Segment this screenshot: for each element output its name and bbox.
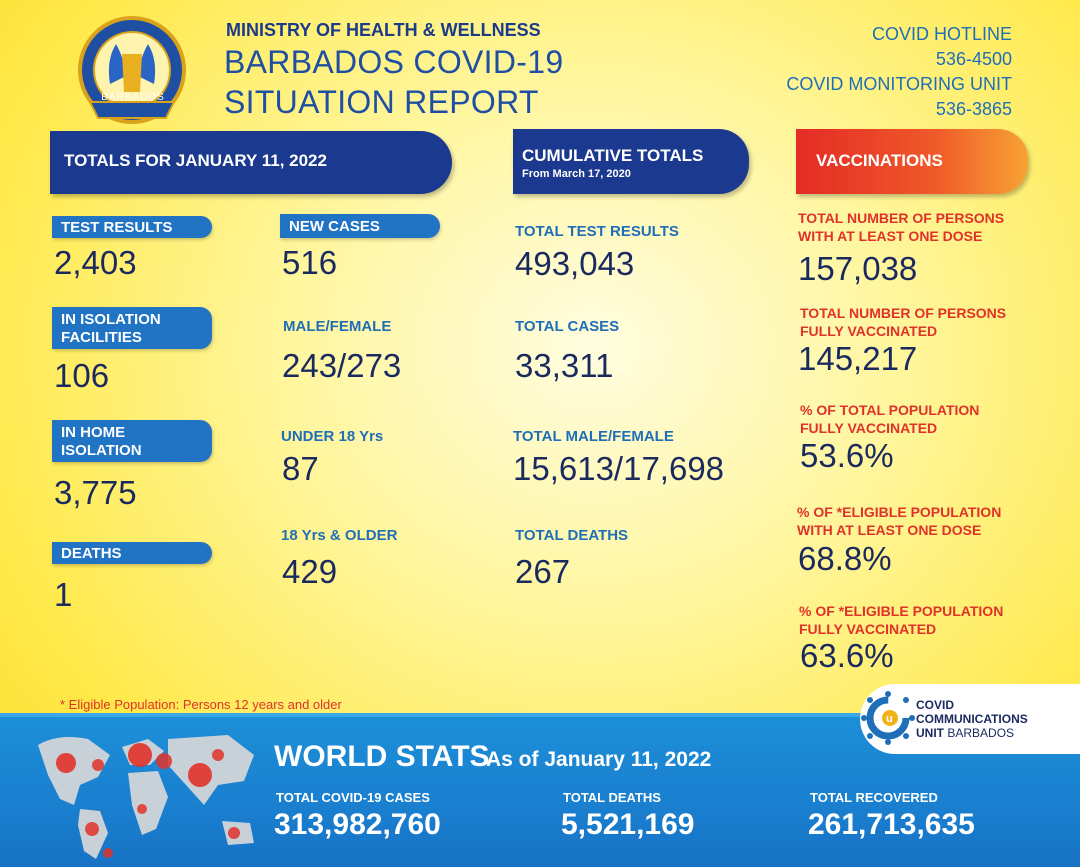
isolation-facilities-value: 106: [54, 357, 110, 394]
world-recovered-value: 261,713,635: [808, 808, 975, 841]
cum-cases-value: 33,311: [515, 347, 614, 384]
world-stats-date: As of January 11, 2022: [486, 748, 712, 771]
hotline-block: COVID HOTLINE 536-4500 COVID MONITORING …: [786, 22, 1012, 122]
monitoring-number: 536-3865: [935, 99, 1012, 119]
cum-male-female-label: TOTAL MALE/FEMALE: [513, 428, 674, 445]
vac-pct-elig-full-label-1: % OF *ELIGIBLE POPULATION: [799, 603, 1004, 619]
vac-one-dose-label-2: WITH AT LEAST ONE DOSE: [798, 228, 983, 244]
cum-deaths-value: 267: [515, 553, 571, 590]
deaths-pill: DEATHS: [52, 542, 212, 564]
totals-banner: TOTALS FOR JANUARY 11, 2022: [50, 131, 452, 194]
vac-pct-total-label-2: FULLY VACCINATED: [800, 420, 938, 436]
under18-label: UNDER 18 Yrs: [281, 428, 384, 445]
world-stats-title: WORLD STATS: [274, 740, 490, 773]
isolation-facilities-pill: IN ISOLATION FACILITIES: [52, 307, 212, 349]
home-isolation-label-2: ISOLATION: [61, 442, 142, 459]
vac-pct-elig-full-label: % OF *ELIGIBLE POPULATION FULLY VACCINAT…: [799, 602, 1003, 638]
cum-male-female-value: 15,613/17,698: [513, 450, 725, 487]
cum-cases-label: TOTAL CASES: [515, 318, 620, 335]
hotline-number: 536-4500: [935, 49, 1012, 69]
world-cases-value: 313,982,760: [274, 808, 441, 841]
vac-full-label: TOTAL NUMBER OF PERSONS FULLY VACCINATED: [800, 304, 1006, 340]
ministry-logo: [78, 16, 186, 124]
test-results-pill: TEST RESULTS: [52, 216, 212, 238]
new-cases-value: 516: [282, 244, 338, 281]
home-isolation-label-1: IN HOME: [61, 424, 126, 441]
male-female-value: 243/273: [282, 347, 402, 384]
ccu-line3-rest: BARBADOS: [947, 726, 1015, 740]
vac-pct-elig-one-label: % OF *ELIGIBLE POPULATION WITH AT LEAST …: [797, 503, 1001, 539]
world-cases-label: TOTAL COVID-19 CASES: [276, 790, 430, 805]
world-deaths-value: 5,521,169: [561, 808, 695, 841]
monitoring-label: COVID MONITORING UNIT: [786, 74, 1012, 94]
vac-pct-elig-one-label-2: WITH AT LEAST ONE DOSE: [797, 522, 982, 538]
eligible-population-footnote: * Eligible Population: Persons 12 years …: [60, 697, 342, 712]
vac-pct-elig-one-label-1: % OF *ELIGIBLE POPULATION: [797, 504, 1002, 520]
cum-deaths-label: TOTAL DEATHS: [515, 527, 629, 544]
vac-pct-total-value: 53.6%: [800, 437, 894, 474]
vac-pct-elig-full-value: 63.6%: [800, 637, 894, 674]
virus-c-icon: u: [861, 691, 915, 745]
vac-full-label-1: TOTAL NUMBER OF PERSONS: [800, 305, 1007, 321]
cumulative-since: From March 17, 2020: [522, 168, 631, 180]
vaccinations-banner: VACCINATIONS: [796, 129, 1028, 194]
ccu-line3-bold: UNIT: [916, 726, 944, 740]
isolation-facilities-label-2: FACILITIES: [61, 329, 142, 346]
world-map-icon: [38, 735, 254, 859]
hotline-label: COVID HOTLINE: [871, 24, 1012, 44]
cum-tests-value: 493,043: [515, 245, 635, 282]
vac-pct-total-label-1: % OF TOTAL POPULATION: [800, 402, 980, 418]
vaccinations-banner-label: VACCINATIONS: [816, 151, 943, 170]
ministry-name: MINISTRY OF HEALTH & WELLNESS: [226, 20, 541, 40]
vac-full-label-2: FULLY VACCINATED: [800, 323, 938, 339]
world-band-edge: [0, 713, 1080, 719]
ccu-text: COVID COMMUNICATIONS UNIT BARBADOS: [916, 698, 1028, 740]
ccu-line1: COVID: [916, 698, 955, 712]
totals-banner-label: TOTALS FOR JANUARY 11, 2022: [64, 151, 327, 170]
new-cases-label: NEW CASES: [289, 218, 380, 235]
test-results-label: TEST RESULTS: [61, 219, 173, 236]
cum-tests-label: TOTAL TEST RESULTS: [515, 223, 679, 240]
report-title-line1: BARBADOS COVID-19: [224, 44, 564, 80]
under18-value: 87: [282, 450, 319, 487]
logo-label: BARBADOS: [101, 92, 165, 103]
cumulative-banner: CUMULATIVE TOTALS From March 17, 2020: [513, 129, 749, 194]
vac-one-dose-label-1: TOTAL NUMBER OF PERSONS: [798, 210, 1005, 226]
home-isolation-pill: IN HOME ISOLATION: [52, 420, 212, 462]
vac-pct-elig-full-label-2: FULLY VACCINATED: [799, 621, 937, 637]
male-female-label: MALE/FEMALE: [283, 318, 392, 335]
vac-pct-elig-one-value: 68.8%: [798, 540, 892, 577]
ccu-line3: UNIT BARBADOS: [916, 726, 1028, 740]
new-cases-pill: NEW CASES: [280, 214, 440, 238]
cumulative-banner-label: CUMULATIVE TOTALS: [522, 146, 704, 165]
vac-pct-total-label: % OF TOTAL POPULATION FULLY VACCINATED: [800, 401, 979, 437]
svg-text:u: u: [886, 713, 893, 725]
vac-full-value: 145,217: [798, 340, 918, 377]
world-recovered-label: TOTAL RECOVERED: [810, 790, 938, 805]
over18-value: 429: [282, 553, 338, 590]
world-deaths-label: TOTAL DEATHS: [563, 790, 661, 805]
test-results-value: 2,403: [54, 244, 137, 281]
ccu-line2: COMMUNICATIONS: [916, 712, 1028, 726]
vac-one-dose-value: 157,038: [798, 250, 918, 287]
vac-one-dose-label: TOTAL NUMBER OF PERSONS WITH AT LEAST ON…: [798, 209, 1004, 245]
home-isolation-value: 3,775: [54, 474, 137, 511]
deaths-label: DEATHS: [61, 545, 122, 562]
isolation-facilities-label-1: IN ISOLATION: [61, 311, 161, 328]
deaths-value: 1: [54, 576, 73, 613]
report-title-line2: SITUATION REPORT: [224, 84, 539, 120]
over18-label: 18 Yrs & OLDER: [281, 527, 398, 544]
